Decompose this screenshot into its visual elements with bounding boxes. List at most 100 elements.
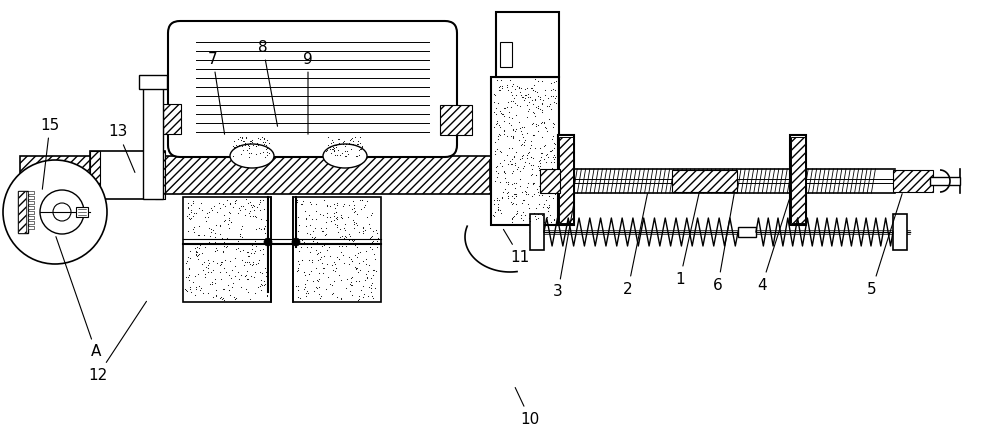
Point: [320, 274, 336, 281]
Point: [345, 141, 361, 148]
Point: [188, 286, 204, 293]
Point: [179, 212, 195, 219]
Point: [530, 104, 546, 111]
Bar: [18, 191, 28, 233]
Point: [254, 134, 270, 141]
Point: [495, 110, 511, 117]
Point: [534, 149, 550, 156]
Point: [259, 148, 275, 156]
Point: [507, 86, 523, 93]
Point: [196, 259, 212, 266]
Point: [248, 261, 264, 268]
Point: [505, 125, 521, 132]
Point: [348, 277, 364, 284]
Point: [364, 232, 380, 240]
Point: [194, 249, 210, 257]
Point: [317, 231, 333, 238]
Point: [319, 246, 335, 253]
Point: [513, 142, 529, 149]
Point: [241, 153, 257, 160]
Point: [296, 269, 312, 276]
Point: [363, 274, 379, 281]
Point: [325, 139, 341, 146]
Point: [328, 265, 344, 272]
Point: [537, 142, 553, 149]
Point: [232, 247, 248, 254]
Point: [355, 229, 371, 236]
Point: [215, 200, 231, 207]
Point: [344, 134, 360, 141]
Point: [305, 237, 321, 245]
Point: [183, 288, 199, 295]
Point: [309, 284, 325, 291]
Point: [355, 223, 371, 230]
Point: [528, 171, 544, 178]
Point: [316, 253, 332, 260]
Circle shape: [3, 160, 107, 264]
Point: [346, 220, 362, 228]
Point: [256, 140, 272, 147]
Point: [543, 105, 559, 113]
Point: [545, 177, 561, 184]
Point: [519, 151, 535, 158]
Point: [215, 295, 231, 302]
Point: [503, 160, 519, 168]
Point: [514, 130, 530, 137]
Point: [190, 251, 206, 258]
Point: [201, 209, 217, 216]
Point: [207, 230, 223, 237]
Point: [186, 223, 202, 230]
Point: [336, 137, 352, 144]
Point: [496, 131, 512, 138]
Point: [290, 294, 306, 301]
Point: [230, 245, 246, 252]
Point: [315, 270, 331, 277]
Point: [485, 211, 501, 219]
Point: [525, 86, 541, 93]
Point: [231, 141, 247, 148]
Point: [302, 231, 318, 238]
Point: [178, 274, 194, 281]
Point: [233, 226, 249, 233]
Point: [525, 155, 541, 162]
Point: [256, 282, 272, 289]
Point: [351, 228, 367, 235]
Point: [301, 270, 317, 277]
Point: [341, 237, 357, 244]
Point: [219, 242, 235, 249]
Point: [545, 173, 561, 180]
Point: [302, 239, 318, 246]
Point: [520, 179, 536, 186]
Point: [366, 266, 382, 274]
Point: [301, 256, 317, 263]
Point: [508, 192, 524, 199]
Point: [288, 282, 304, 289]
Point: [515, 209, 531, 216]
Point: [216, 296, 232, 303]
Point: [506, 94, 522, 101]
Point: [227, 255, 243, 262]
Point: [260, 244, 276, 251]
Point: [300, 289, 316, 296]
Point: [349, 211, 365, 218]
Bar: [496, 12, 559, 77]
Point: [245, 202, 261, 209]
Bar: [530, 214, 544, 250]
Point: [519, 114, 535, 121]
Point: [250, 284, 266, 291]
Point: [546, 156, 562, 163]
Point: [534, 118, 550, 126]
Point: [191, 204, 207, 211]
Point: [252, 150, 268, 157]
Point: [534, 101, 550, 108]
Point: [347, 264, 363, 271]
Point: [344, 237, 360, 244]
Point: [244, 246, 260, 253]
Point: [340, 150, 356, 157]
Point: [526, 81, 542, 89]
Point: [202, 232, 218, 239]
Point: [240, 248, 256, 255]
Point: [547, 86, 563, 93]
Point: [198, 218, 214, 225]
Point: [521, 99, 537, 106]
